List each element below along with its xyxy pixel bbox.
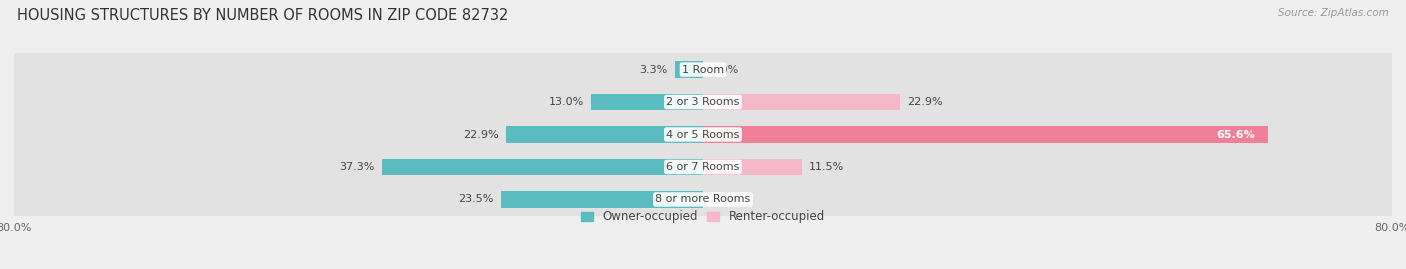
Text: 2 or 3 Rooms: 2 or 3 Rooms	[666, 97, 740, 107]
Text: 8 or more Rooms: 8 or more Rooms	[655, 194, 751, 204]
Bar	[703, 126, 1268, 143]
Text: Source: ZipAtlas.com: Source: ZipAtlas.com	[1278, 8, 1389, 18]
Bar	[14, 86, 1392, 118]
Text: 6 or 7 Rooms: 6 or 7 Rooms	[666, 162, 740, 172]
Bar	[501, 191, 703, 208]
Bar	[14, 118, 1392, 151]
Bar	[14, 183, 1392, 215]
Bar	[591, 94, 703, 111]
Text: 22.9%: 22.9%	[463, 129, 499, 140]
Bar	[14, 54, 1392, 86]
Text: 3.3%: 3.3%	[640, 65, 668, 75]
Bar	[382, 158, 703, 175]
Text: 37.3%: 37.3%	[339, 162, 375, 172]
Text: 0.0%: 0.0%	[710, 65, 738, 75]
Text: 0.0%: 0.0%	[710, 194, 738, 204]
Text: 4 or 5 Rooms: 4 or 5 Rooms	[666, 129, 740, 140]
Legend: Owner-occupied, Renter-occupied: Owner-occupied, Renter-occupied	[581, 210, 825, 223]
Bar	[675, 61, 703, 78]
Bar	[14, 151, 1392, 183]
Text: 65.6%: 65.6%	[1216, 129, 1256, 140]
Bar	[703, 158, 801, 175]
Bar	[506, 126, 703, 143]
Bar	[703, 94, 900, 111]
Text: 11.5%: 11.5%	[808, 162, 844, 172]
Text: 23.5%: 23.5%	[458, 194, 494, 204]
Text: HOUSING STRUCTURES BY NUMBER OF ROOMS IN ZIP CODE 82732: HOUSING STRUCTURES BY NUMBER OF ROOMS IN…	[17, 8, 508, 23]
Text: 22.9%: 22.9%	[907, 97, 943, 107]
Text: 13.0%: 13.0%	[548, 97, 583, 107]
Text: 1 Room: 1 Room	[682, 65, 724, 75]
